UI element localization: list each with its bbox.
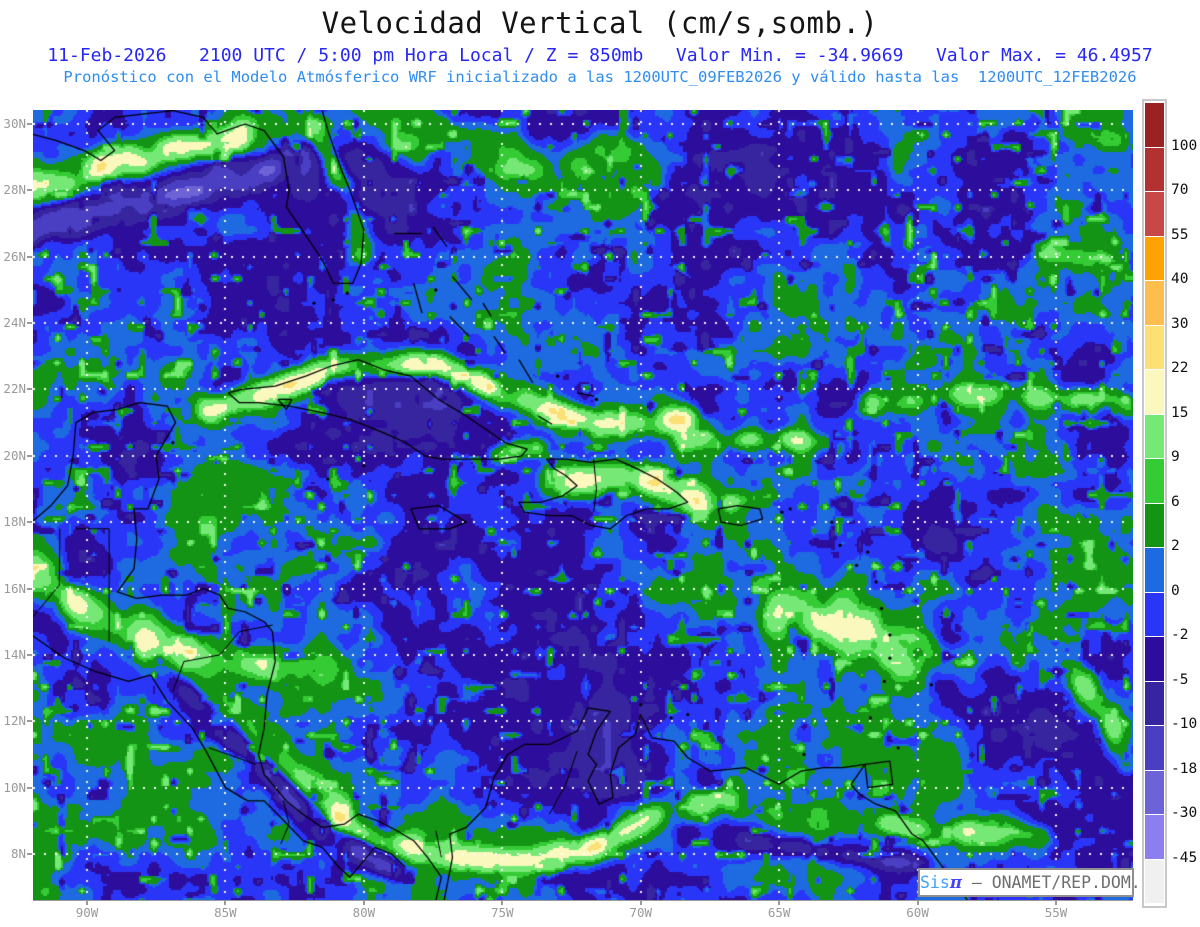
- lon-tick-label: 60W: [906, 905, 929, 920]
- lat-tick-label: 16N: [3, 580, 26, 596]
- attribution-box: Sisπ – ONAMET/REP.DOM.: [918, 868, 1141, 897]
- colorbar-segment: [1145, 414, 1164, 458]
- colorbar-segment: [1145, 281, 1164, 325]
- lat-tick-label: 14N: [3, 646, 26, 662]
- lat-tick-label: 22N: [3, 381, 26, 397]
- header-model-line: Pronóstico con el Modelo Atmósferico WRF…: [63, 68, 1137, 86]
- lat-tick-mark: [27, 852, 32, 855]
- colorbar-label: 40: [1171, 271, 1189, 287]
- colorbar-label: 100: [1171, 137, 1198, 154]
- lon-tick-label: 70W: [629, 905, 652, 920]
- colorbar-label: -45: [1171, 849, 1198, 866]
- lat-tick-mark: [27, 653, 32, 656]
- lat-tick-label: 28N: [3, 182, 26, 198]
- colorbar-label: 9: [1171, 449, 1180, 465]
- attribution-text: – ONAMET/REP.DOM.: [961, 873, 1141, 892]
- lat-tick-mark: [27, 521, 32, 524]
- lon-tick-label: 90W: [75, 905, 99, 920]
- lat-tick-label: 12N: [3, 713, 26, 729]
- colorbar-segment: [1145, 859, 1164, 903]
- colorbar-segment: [1145, 147, 1164, 191]
- colorbar-segment: [1145, 192, 1164, 236]
- colorbar-label: 6: [1171, 493, 1180, 510]
- map-bottom-axis-line: [33, 900, 1133, 901]
- lat-tick-label: 20N: [3, 447, 26, 463]
- lat-tick-label: 26N: [3, 248, 26, 264]
- lon-tick-label: 65W: [767, 905, 791, 920]
- colorbar-segment: [1145, 503, 1164, 547]
- colorbar-segment: [1145, 459, 1164, 503]
- colorbar-label: 70: [1171, 182, 1189, 198]
- colorbar-label: 30: [1171, 315, 1189, 332]
- colorbar-label: -5: [1171, 671, 1189, 688]
- colorbar-segment: [1145, 637, 1164, 681]
- colorbar-segment: [1145, 370, 1164, 414]
- colorbar-segment: [1145, 325, 1164, 369]
- vertical-velocity-field-canvas: [33, 110, 1133, 900]
- lat-tick-mark: [27, 720, 32, 723]
- lon-tick-mark: [778, 900, 781, 905]
- colorbar-segment: [1145, 815, 1164, 859]
- lat-tick-label: 24N: [3, 315, 26, 331]
- lon-tick-label: 75W: [490, 905, 514, 920]
- lat-tick-label: 8N: [10, 845, 26, 861]
- colorbar-label: 55: [1171, 226, 1189, 243]
- colorbar-segment: [1145, 236, 1164, 280]
- colorbar-segment: [1145, 726, 1164, 770]
- colorbar-segment: [1145, 548, 1164, 592]
- attribution-pi-icon: π: [949, 873, 962, 892]
- lon-tick-mark: [639, 900, 642, 905]
- lon-tick-mark: [224, 900, 227, 905]
- colorbar-label: -2: [1171, 627, 1189, 643]
- lon-tick-mark: [362, 900, 365, 905]
- colorbar-label: -18: [1171, 760, 1198, 777]
- colorbar-label: 22: [1171, 360, 1189, 376]
- colorbar-label: 15: [1171, 404, 1189, 421]
- lat-tick-mark: [27, 388, 32, 391]
- colorbar-label: -10: [1171, 716, 1198, 732]
- lon-tick-mark: [86, 900, 88, 905]
- lat-tick-label: 18N: [3, 514, 26, 530]
- lat-tick-label: 10N: [3, 779, 26, 795]
- lat-tick-label: 30N: [3, 116, 26, 131]
- lat-tick-mark: [27, 454, 32, 457]
- colorbar: [1142, 99, 1167, 908]
- lat-tick-mark: [27, 189, 32, 192]
- lon-tick-label: 80W: [352, 905, 376, 920]
- lon-tick-mark: [1055, 900, 1057, 905]
- lat-tick-mark: [27, 123, 32, 125]
- lon-tick-label: 85W: [214, 905, 237, 920]
- map-area: Sisπ – ONAMET/REP.DOM.: [33, 110, 1141, 900]
- colorbar-label: 2: [1171, 538, 1180, 554]
- colorbar-label: 0: [1171, 582, 1180, 599]
- lon-tick-mark: [916, 900, 919, 905]
- lat-tick-mark: [27, 786, 32, 789]
- header-validtime-line: 11-Feb-2026 2100 UTC / 5:00 pm Hora Loca…: [47, 45, 1153, 66]
- colorbar-segment: [1145, 103, 1164, 147]
- colorbar-segment: [1145, 681, 1164, 725]
- page-title: Velocidad Vertical (cm/s,somb.): [321, 6, 879, 40]
- colorbar-segment: [1145, 592, 1164, 636]
- colorbar-segment: [1145, 770, 1164, 814]
- lon-tick-mark: [501, 900, 504, 905]
- lat-tick-mark: [27, 322, 32, 325]
- lat-tick-mark: [27, 255, 32, 258]
- lon-tick-label: 55W: [1044, 905, 1068, 920]
- attribution-sis: Sis: [920, 873, 950, 892]
- colorbar-label: -30: [1171, 805, 1198, 821]
- lat-tick-mark: [27, 587, 32, 590]
